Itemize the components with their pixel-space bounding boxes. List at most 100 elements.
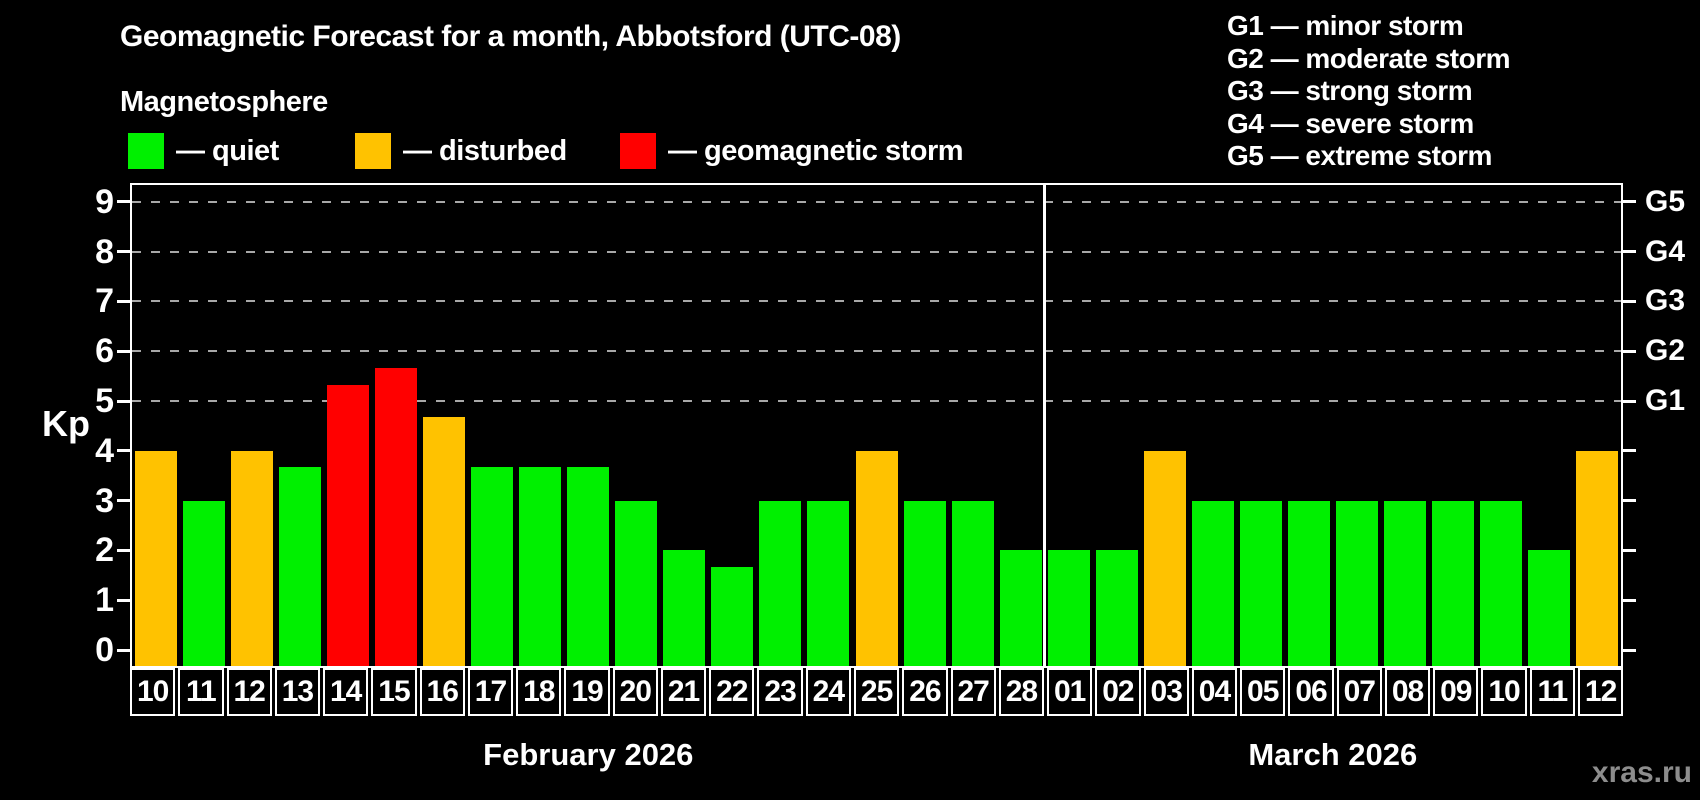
- right-axis-tick: [1622, 299, 1636, 303]
- kp-bar: [1191, 500, 1234, 666]
- left-axis-tick: [117, 349, 131, 353]
- kp-bar: [759, 500, 802, 666]
- kp-bar: [1047, 550, 1090, 666]
- left-axis-tick: [117, 598, 131, 602]
- day-label-cell: 06: [1288, 668, 1334, 716]
- kp-bar: [807, 500, 850, 666]
- month-label-march: March 2026: [1248, 737, 1418, 772]
- y-axis-tick-label: 5: [95, 382, 114, 420]
- right-axis-tick: [1622, 449, 1636, 453]
- g-level-label: G3: [1645, 284, 1686, 318]
- activity-legend: — quiet — disturbed — geomagnetic storm: [128, 132, 1128, 170]
- kp-bar: [1479, 500, 1522, 666]
- right-axis-tick: [1622, 200, 1636, 204]
- day-label-cell: 22: [709, 668, 755, 716]
- legend-label: — disturbed: [403, 134, 567, 167]
- gridline: [132, 400, 1621, 402]
- plot-area: [130, 183, 1623, 668]
- storm-scale-entry: G5 — extreme storm: [1227, 140, 1492, 171]
- day-label-cell: 09: [1433, 668, 1479, 716]
- legend-item-disturbed: — disturbed: [355, 132, 567, 170]
- kp-bar: [1335, 500, 1378, 666]
- y-axis-tick-label: 4: [95, 431, 114, 470]
- right-axis-tick: [1622, 548, 1636, 552]
- day-label-cell: 15: [371, 668, 417, 716]
- y-axis-tick-label: 6: [95, 332, 114, 371]
- day-label-cell: 14: [323, 668, 369, 716]
- gridline: [132, 200, 1621, 203]
- left-axis-tick: [117, 299, 131, 303]
- storm-scale-entry: G2 — moderate storm: [1227, 42, 1511, 74]
- left-axis-tick: [117, 250, 131, 254]
- day-label-cell: 11: [1529, 668, 1575, 716]
- kp-bar: [1239, 500, 1282, 666]
- day-label-cell: 13: [274, 668, 321, 716]
- y-axis-tick-label: 0: [95, 631, 114, 669]
- kp-bar: [1287, 500, 1330, 666]
- storm-color-swatch-icon: [620, 133, 656, 169]
- y-axis-tick-label: 8: [95, 232, 114, 271]
- storm-scale-entry: G3 — strong storm: [1227, 75, 1473, 106]
- month-label-february: February 2026: [483, 737, 694, 772]
- right-axis-tick: [1622, 250, 1636, 254]
- right-axis-tick: [1622, 349, 1636, 353]
- g-level-label: G1: [1645, 384, 1686, 417]
- kp-bar: [231, 450, 274, 666]
- legend-label: — quiet: [176, 134, 279, 167]
- left-axis-tick: [117, 648, 131, 652]
- legend-item-quiet: — quiet: [128, 132, 279, 170]
- kp-bar: [1431, 500, 1474, 666]
- day-label-cell: 16: [419, 668, 465, 716]
- right-axis-tick: [1622, 648, 1636, 652]
- watermark: xras.ru: [1591, 756, 1692, 789]
- day-label-cell: 26: [902, 668, 948, 716]
- quiet-color-swatch-icon: [128, 133, 164, 169]
- storm-scale-entry: G1 — minor storm: [1227, 10, 1464, 41]
- kp-bar: [279, 467, 322, 666]
- day-label-cell: 07: [1336, 668, 1382, 716]
- kp-bar: [663, 550, 706, 666]
- day-label-cell: 20: [612, 668, 658, 716]
- kp-bar: [903, 500, 946, 666]
- chart-title: Geomagnetic Forecast for a month, Abbots…: [120, 20, 901, 53]
- kp-bar: [1143, 450, 1186, 666]
- day-label-cell: 10: [130, 668, 176, 716]
- kp-bar: [1095, 550, 1138, 666]
- day-label-cell: 10: [1481, 668, 1527, 716]
- day-label-cell: 25: [853, 668, 900, 716]
- left-axis-tick: [117, 548, 131, 552]
- y-axis-tick-label: 3: [95, 481, 114, 520]
- right-axis-tick: [1622, 598, 1636, 602]
- gridline: [132, 250, 1621, 253]
- storm-scale-entry: G4 — severe storm: [1227, 107, 1474, 139]
- chart-subtitle: Magnetosphere: [120, 86, 328, 118]
- kp-bar: [423, 417, 466, 666]
- gridline: [132, 300, 1621, 303]
- day-label-cell: 12: [226, 668, 272, 716]
- g-level-label: G5: [1645, 184, 1686, 218]
- day-label-cell: 19: [564, 668, 610, 716]
- day-label-cell: 12: [1577, 668, 1624, 716]
- day-label-cell: 02: [1095, 668, 1141, 716]
- right-axis-tick: [1622, 399, 1636, 403]
- kp-bar: [615, 500, 658, 666]
- day-label-cell: 24: [805, 668, 851, 716]
- kp-bar: [999, 550, 1042, 666]
- day-label-cell: 11: [178, 668, 224, 716]
- kp-bar: [375, 367, 418, 666]
- gridline: [132, 350, 1621, 353]
- kp-bar: [1575, 450, 1618, 666]
- kp-bar: [951, 500, 994, 666]
- kp-bar: [855, 450, 898, 666]
- disturbed-color-swatch-icon: [355, 133, 391, 169]
- legend-label: — geomagnetic storm: [668, 134, 964, 167]
- y-axis-tick-label: 2: [95, 531, 114, 570]
- legend-item-storm: — geomagnetic storm: [620, 132, 964, 170]
- kp-bar: [711, 566, 754, 666]
- day-label-cell: 05: [1240, 668, 1286, 716]
- left-axis-tick: [117, 449, 131, 453]
- kp-bar: [519, 467, 562, 666]
- day-label-cell: 23: [757, 668, 803, 716]
- left-axis-tick: [117, 499, 131, 503]
